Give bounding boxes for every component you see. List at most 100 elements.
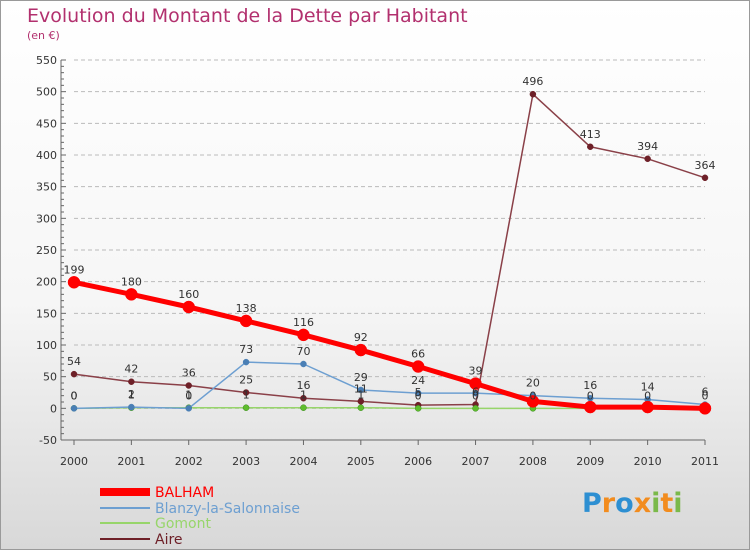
data-point <box>128 378 135 385</box>
x-tick-label: 2006 <box>404 455 432 468</box>
data-label: 92 <box>354 331 368 344</box>
data-point <box>300 394 307 402</box>
chart-title: Evolution du Montant de la Dette par Hab… <box>27 5 468 27</box>
data-point <box>472 389 479 397</box>
legend-label: Aire <box>155 532 183 548</box>
data-point <box>242 358 250 366</box>
data-point <box>242 389 250 396</box>
data-label: 0 <box>185 389 192 402</box>
y-tick-label: 200 <box>36 276 57 289</box>
data-label: 1 <box>243 389 250 402</box>
data-point <box>300 360 307 368</box>
data-label: 39 <box>469 365 483 378</box>
data-label: 0 <box>71 389 78 402</box>
data-point <box>357 386 365 394</box>
y-tick-label: 0 <box>50 402 57 415</box>
logo-letter: o <box>615 488 634 519</box>
data-label: 2 <box>128 388 135 401</box>
data-point <box>644 155 651 163</box>
y-tick-label: 400 <box>36 149 57 162</box>
series-line-blanzy-la-salonnaise <box>73 361 706 410</box>
data-point <box>587 143 594 151</box>
data-label: 1 <box>128 389 135 402</box>
data-point <box>357 398 365 405</box>
data-label: 138 <box>236 302 257 315</box>
data-label: 36 <box>182 367 196 380</box>
data-point <box>70 370 78 378</box>
data-label: 16 <box>583 379 597 392</box>
data-label: 0 <box>702 389 709 402</box>
data-label: 180 <box>121 275 142 288</box>
data-label: 0 <box>587 389 594 402</box>
data-point <box>67 276 81 289</box>
data-point <box>128 403 135 411</box>
x-tick-label: 2011 <box>691 455 719 468</box>
data-label: 54 <box>67 355 81 368</box>
data-point <box>701 174 709 182</box>
data-point <box>300 404 307 411</box>
data-label: 66 <box>411 348 425 361</box>
y-tick-label: 450 <box>36 117 57 130</box>
data-label: 6 <box>702 386 709 399</box>
data-label: 11 <box>354 382 368 395</box>
y-tick-label: 150 <box>36 307 57 320</box>
logo-letter: i <box>651 488 661 519</box>
data-label: 1 <box>357 389 364 402</box>
data-label: 0 <box>529 389 536 402</box>
data-point <box>357 404 365 411</box>
x-tick-label: 2010 <box>634 455 662 468</box>
series-line-balham <box>73 279 706 411</box>
proxiti-logo: Proxiti <box>582 488 683 519</box>
data-label: 0 <box>415 389 422 402</box>
data-point <box>411 360 425 373</box>
data-label: 24 <box>411 374 425 387</box>
data-label: 29 <box>354 371 368 384</box>
x-tick-label: 2005 <box>347 455 375 468</box>
data-point <box>354 343 368 357</box>
data-label: 160 <box>178 288 199 301</box>
y-tick-label: 300 <box>36 212 57 225</box>
logo-letter: x <box>633 488 652 519</box>
data-point <box>526 395 540 408</box>
data-point <box>414 389 422 397</box>
data-point <box>297 328 310 342</box>
data-point <box>584 400 597 414</box>
data-label: 394 <box>637 140 658 153</box>
y-tick-label: 350 <box>36 181 57 194</box>
data-label: 70 <box>296 345 310 358</box>
data-label: 1 <box>300 389 307 402</box>
y-tick-label: -50 <box>39 434 57 447</box>
data-label: 496 <box>522 75 543 88</box>
x-tick-label: 2000 <box>60 455 88 468</box>
y-tick-label: 550 <box>36 54 57 67</box>
data-point <box>70 405 78 412</box>
data-label: 42 <box>124 363 138 376</box>
x-tick-label: 2001 <box>117 455 145 468</box>
y-tick-label: 50 <box>43 371 57 384</box>
x-tick-label: 2004 <box>289 455 317 468</box>
data-label: 20 <box>526 377 540 390</box>
x-tick-label: 2002 <box>175 455 203 468</box>
x-tick-label: 2009 <box>576 455 604 468</box>
data-point <box>239 314 253 328</box>
data-point <box>414 405 422 412</box>
data-point <box>185 382 192 389</box>
data-point <box>472 405 479 412</box>
data-label: 0 <box>472 389 479 402</box>
y-tick-label: 100 <box>36 339 57 352</box>
x-tick-label: 2007 <box>462 455 490 468</box>
data-point <box>125 288 138 301</box>
data-point <box>641 400 654 414</box>
data-label: 16 <box>296 379 310 392</box>
x-tick-label: 2003 <box>232 455 260 468</box>
legend-label: BALHAM <box>155 485 214 501</box>
logo-letter: P <box>582 488 602 519</box>
data-label: 199 <box>64 263 85 276</box>
data-label: 73 <box>239 343 253 356</box>
data-point <box>182 300 195 314</box>
x-tick-label: 2008 <box>519 455 547 468</box>
legend-label: Gomont <box>155 516 211 532</box>
legend-label: Blanzy-la-Salonnaise <box>155 501 300 517</box>
data-label: 1 <box>185 389 192 402</box>
data-label: 5 <box>415 386 422 399</box>
